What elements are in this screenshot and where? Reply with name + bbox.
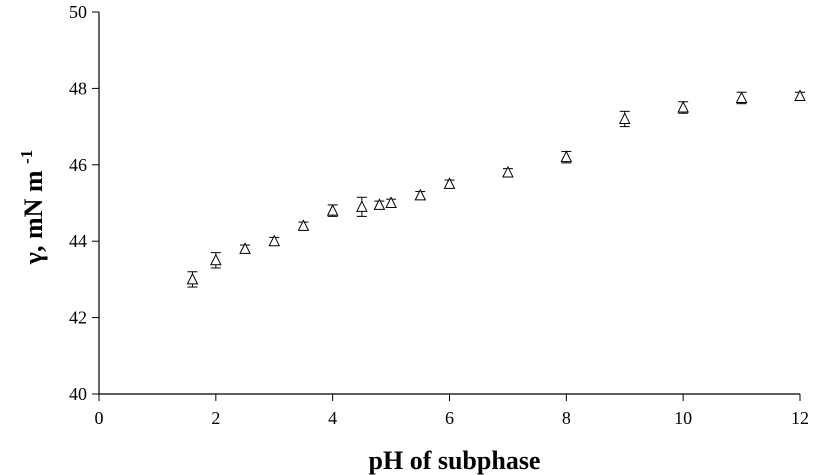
data-point [385, 196, 397, 208]
x-tick-label: 8 [562, 408, 571, 428]
triangle-marker [210, 253, 222, 266]
x-tick-label: 6 [445, 408, 454, 428]
triangle-marker [618, 112, 631, 124]
data-point [618, 110, 631, 128]
data-point [373, 198, 386, 210]
triangle-marker [443, 177, 456, 189]
data-point [297, 219, 310, 231]
y-tick-label: 44 [69, 231, 87, 251]
y-axis-ticks: 40 42 44 46 48 50 [69, 2, 99, 404]
triangle-marker [677, 100, 689, 113]
x-tick-label: 4 [328, 408, 337, 428]
triangle-marker [373, 198, 386, 210]
triangle-marker [239, 242, 251, 254]
triangle-marker [794, 89, 806, 102]
x-axis-title: pH of subphase [369, 446, 541, 475]
y-axis-title-main: γ, mN m [19, 170, 48, 265]
data-point [210, 252, 222, 269]
data-point [239, 242, 251, 254]
data-point [414, 188, 427, 201]
y-tick-label: 48 [69, 78, 87, 98]
x-tick-label: 12 [791, 408, 809, 428]
data-point [677, 100, 689, 114]
data-point [794, 89, 806, 102]
x-tick-label: 0 [95, 408, 104, 428]
triangle-marker [502, 165, 514, 178]
data-point [268, 234, 281, 247]
y-tick-label: 46 [69, 155, 87, 175]
y-tick-label: 40 [69, 384, 87, 404]
triangle-marker [297, 219, 310, 231]
data-point [326, 204, 339, 217]
triangle-marker [385, 196, 397, 208]
data-point [502, 165, 514, 178]
x-axis-ticks: 0 2 4 6 8 10 12 [95, 394, 809, 428]
data-point [735, 91, 748, 105]
triangle-marker [560, 150, 573, 163]
triangle-marker [268, 234, 281, 247]
triangle-marker [735, 91, 748, 103]
data-points [186, 89, 806, 288]
data-point [443, 177, 456, 189]
y-tick-label: 42 [69, 308, 87, 328]
triangle-marker [356, 200, 368, 212]
data-point [356, 196, 368, 217]
x-tick-label: 10 [674, 408, 692, 428]
y-axis-title: γ, mN m -1 [17, 150, 48, 265]
x-tick-label: 2 [211, 408, 220, 428]
triangle-marker [326, 204, 339, 216]
triangle-marker [414, 188, 427, 201]
triangle-marker [186, 272, 199, 285]
axes [98, 12, 800, 395]
data-point [560, 150, 573, 164]
y-tick-label: 50 [69, 2, 87, 22]
data-point [186, 271, 199, 288]
y-axis-title-superscript: -1 [17, 150, 36, 164]
